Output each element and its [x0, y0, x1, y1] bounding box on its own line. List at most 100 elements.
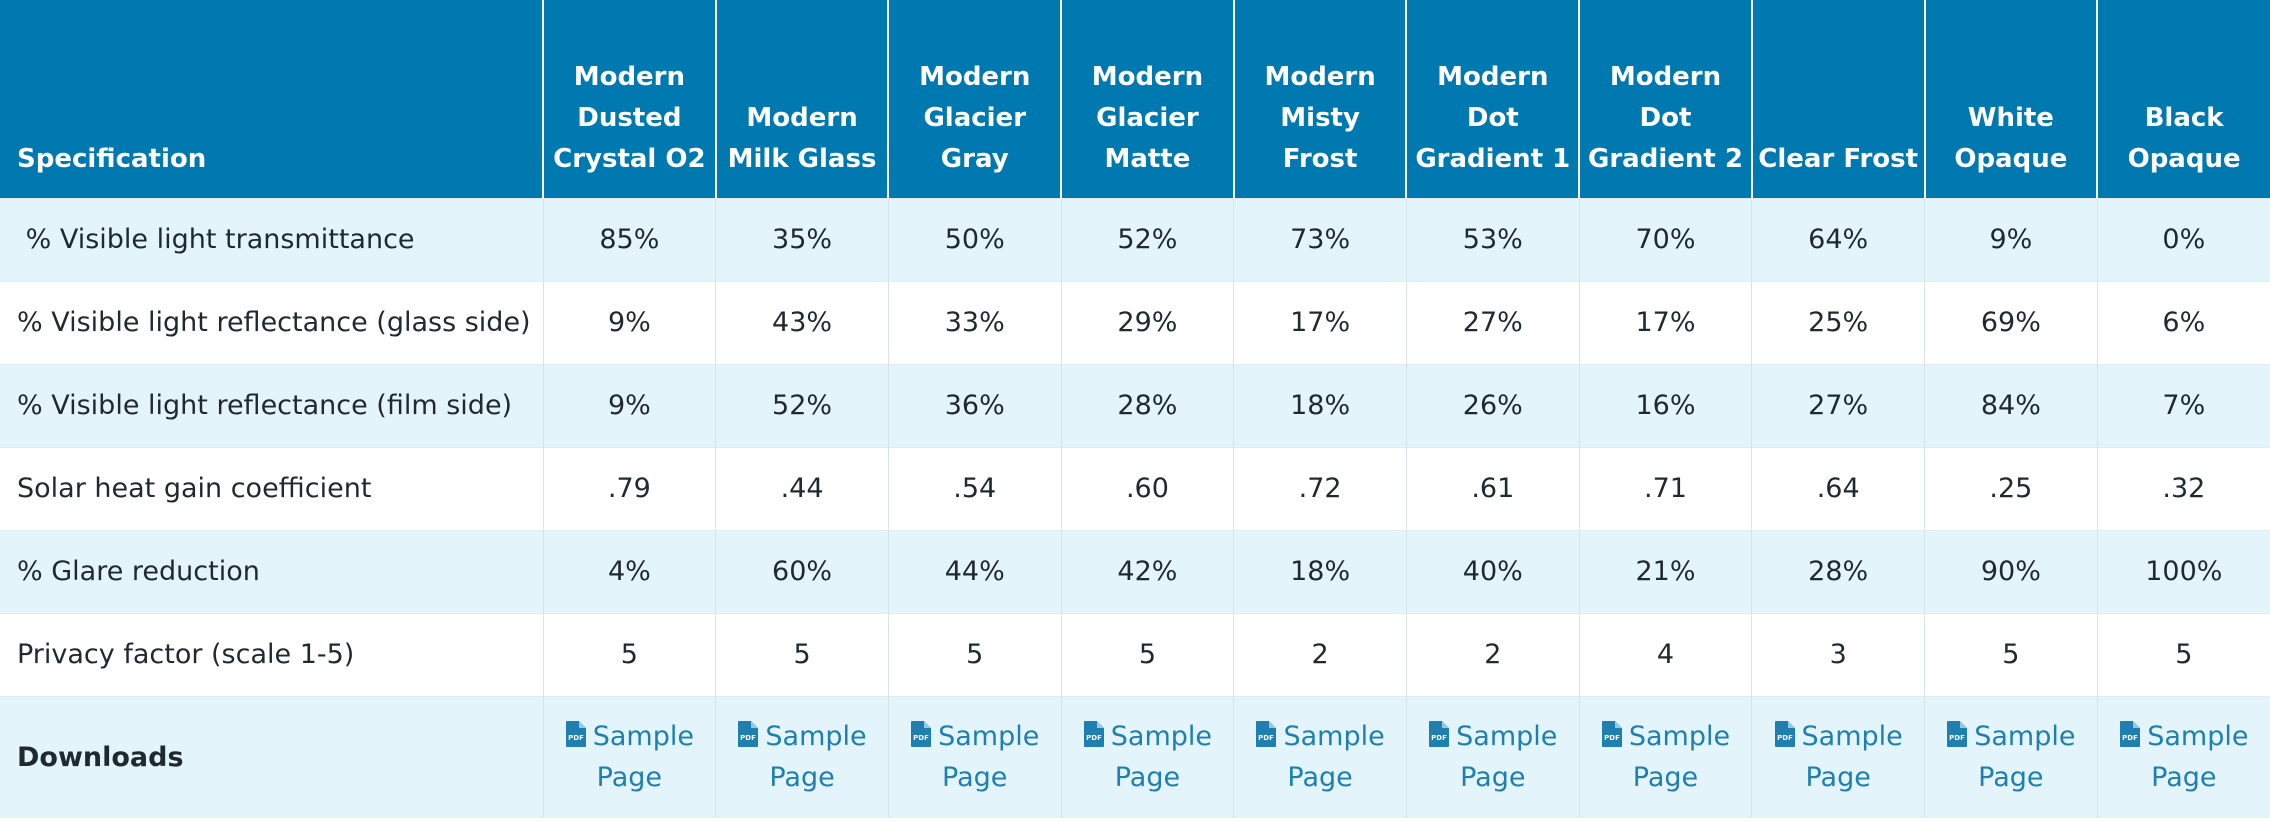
cell-value: 53%: [1405, 197, 1580, 281]
cell-value: 17%: [1233, 280, 1407, 364]
download-cell: PDF Sample Page: [2096, 695, 2270, 818]
sample-page-link-text: Sample Page: [2147, 721, 2249, 794]
sample-page-link[interactable]: PDF Sample Page: [889, 716, 1061, 798]
pdf-icon-label: PDF: [1604, 734, 1620, 742]
pdf-file-icon: PDF: [565, 721, 586, 748]
pdf-icon-label: PDF: [2122, 734, 2138, 742]
cell-value: 5: [715, 612, 889, 696]
table-row: % Visible light reflectance (glass side)…: [0, 280, 2270, 364]
cell-value: 64%: [1751, 197, 1925, 281]
cell-value: .64: [1751, 446, 1925, 530]
cell-value: .44: [715, 446, 889, 530]
header-product: Clear Frost: [1750, 0, 1925, 198]
cell-value: 60%: [715, 529, 889, 613]
header-product: Modern Glacier Gray: [887, 0, 1062, 198]
sample-page-link[interactable]: PDF Sample Page: [1925, 716, 2097, 798]
sample-page-link[interactable]: PDF Sample Page: [2098, 716, 2270, 798]
row-label: % Visible light reflectance (glass side): [0, 280, 544, 364]
download-cell: PDF Sample Page: [542, 695, 716, 818]
sample-page-link-text: Sample Page: [592, 721, 694, 794]
sample-page-link[interactable]: PDF Sample Page: [1407, 716, 1579, 798]
cell-value: 4: [1578, 612, 1752, 696]
cell-value: 43%: [715, 280, 889, 364]
sample-page-link-text: Sample Page: [938, 721, 1040, 794]
sample-page-link-text: Sample Page: [1974, 721, 2076, 794]
pdf-file-icon: PDF: [911, 721, 932, 748]
row-label: % Glare reduction: [0, 529, 544, 613]
pdf-file-icon: PDF: [738, 721, 759, 748]
cell-value: 35%: [715, 197, 889, 281]
pdf-icon-label: PDF: [913, 734, 929, 742]
pdf-icon-label: PDF: [1431, 734, 1447, 742]
row-label: % Visible light transmittance: [0, 197, 544, 281]
cell-value: 29%: [1060, 280, 1234, 364]
cell-value: .72: [1233, 446, 1407, 530]
table-row: % Glare reduction 4% 60% 44% 42% 18% 40% 21% 28%…: [0, 529, 2270, 613]
sample-page-link-text: Sample Page: [1628, 721, 1731, 794]
cell-value: 0%: [2096, 197, 2270, 281]
cell-value: 2: [1233, 612, 1407, 696]
cell-value: .32: [2096, 446, 2270, 530]
cell-value: .25: [1924, 446, 2098, 530]
cell-value: 28%: [1751, 529, 1925, 613]
cell-value: .60: [1060, 446, 1234, 530]
sample-page-link[interactable]: PDF Sample Page: [544, 716, 716, 798]
header-product: Modern Dot Gradient 1: [1405, 0, 1580, 198]
table-row: Solar heat gain coefficient .79.44.54.60.…: [0, 446, 2270, 530]
cell-value: 7%: [2096, 363, 2270, 447]
download-cell: PDF Sample Page: [1233, 695, 1407, 818]
pdf-file-icon: PDF: [1429, 721, 1450, 748]
pdf-icon-label: PDF: [741, 734, 757, 742]
row-label: Privacy factor (scale 1-5): [0, 612, 544, 696]
cell-value: 18%: [1233, 529, 1407, 613]
download-cell: PDF Sample Page: [1578, 695, 1752, 818]
cell-value: 42%: [1060, 529, 1234, 613]
pdf-icon-label: PDF: [1777, 734, 1793, 742]
header-product: Modern Glacier Matte: [1060, 0, 1234, 198]
cell-value: 17%: [1578, 280, 1752, 364]
cell-value: .54: [887, 446, 1062, 530]
cell-value: 3: [1751, 612, 1925, 696]
header-product: Modern Dusted Crystal O2: [542, 0, 716, 198]
cell-value: 27%: [1405, 280, 1580, 364]
cell-value: 69%: [1924, 280, 2098, 364]
cell-value: 25%: [1751, 280, 1925, 364]
sample-page-link[interactable]: PDF Sample Page: [1752, 716, 1924, 798]
cell-value: .71: [1578, 446, 1752, 530]
sample-page-link-text: Sample Page: [1283, 721, 1385, 794]
cell-value: 36%: [887, 363, 1062, 447]
sample-page-link[interactable]: PDF Sample Page: [716, 716, 888, 798]
cell-value: 9%: [542, 363, 716, 447]
sample-page-link[interactable]: PDF Sample Page: [1234, 716, 1406, 798]
cell-value: .61: [1405, 446, 1580, 530]
pdf-file-icon: PDF: [1083, 721, 1104, 748]
cell-value: 84%: [1924, 363, 2098, 447]
pdf-icon-label: PDF: [568, 734, 584, 742]
cell-value: 4%: [542, 529, 716, 613]
sample-page-link[interactable]: PDF Sample Page: [1580, 716, 1752, 798]
pdf-icon-label: PDF: [1259, 734, 1275, 742]
cell-value: 6%: [2096, 280, 2270, 364]
sample-page-link[interactable]: PDF Sample Page: [1062, 716, 1234, 798]
cell-value: 52%: [1060, 197, 1234, 281]
table-body: % Visible light transmittance 85% 35% 50% 52…: [0, 197, 2270, 818]
cell-value: .79: [542, 446, 716, 530]
header-specification: Specification: [0, 0, 544, 198]
cell-value: 5: [2096, 612, 2270, 696]
sample-page-link-text: Sample Page: [1110, 721, 1213, 794]
cell-value: 21%: [1578, 529, 1752, 613]
cell-value: 5: [887, 612, 1062, 696]
cell-value: 40%: [1405, 529, 1580, 613]
header-product: Modern Milk Glass: [714, 0, 889, 198]
sample-page-link-text: Sample Page: [765, 721, 867, 794]
pdf-file-icon: PDF: [1601, 721, 1622, 748]
header-product: Modern Misty Frost: [1232, 0, 1407, 198]
cell-value: 50%: [887, 197, 1062, 281]
header-product: Modern Dot Gradient 2: [1578, 0, 1752, 198]
download-cell: PDF Sample Page: [1924, 695, 2098, 818]
cell-value: 5: [542, 612, 716, 696]
download-cell: PDF Sample Page: [887, 695, 1062, 818]
downloads-row: Downloads PDF Sample Page PDF Sample Page PDF…: [0, 695, 2270, 818]
download-cell: PDF Sample Page: [1405, 695, 1580, 818]
